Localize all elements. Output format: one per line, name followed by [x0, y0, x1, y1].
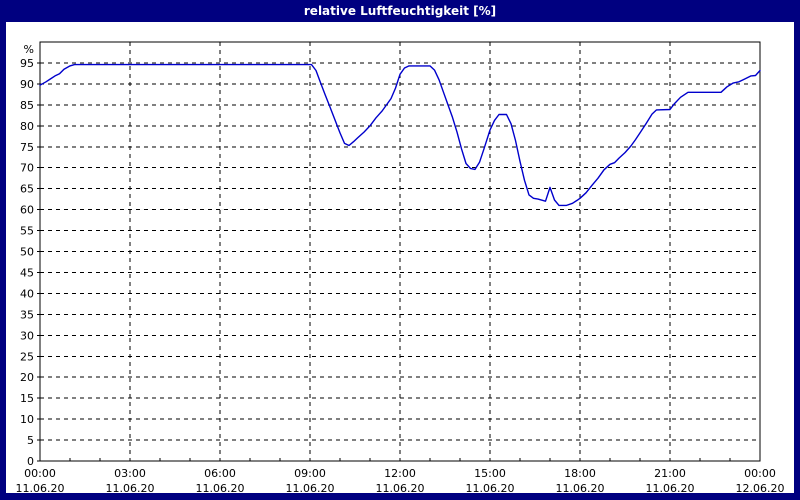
humidity-line [39, 63, 761, 207]
y-tick-label: 50 [20, 246, 34, 259]
y-axis-unit-label: % [24, 43, 34, 56]
axis-ticks [37, 62, 731, 462]
x-tick-date-label: 11.06.20 [376, 482, 425, 493]
y-tick-label: 95 [20, 57, 34, 70]
x-tick-time-label: 00:00 [744, 467, 776, 480]
y-tick-label: 15 [20, 392, 34, 405]
y-tick-label: 30 [20, 329, 34, 342]
x-tick-date-label: 11.06.20 [106, 482, 155, 493]
chart-panel: 0 5 10 15 20 25 30 35 40 45 50 55 60 65 70 75 80 85 90 95% 0… [6, 22, 794, 493]
x-tick-time-label: 00:00 [24, 467, 56, 480]
x-tick-time-label: 15:00 [474, 467, 506, 480]
x-tick-date-label: 11.06.20 [646, 482, 695, 493]
x-tick-date-label: 11.06.20 [16, 482, 65, 493]
y-tick-label: 40 [20, 287, 34, 300]
y-tick-label: 80 [20, 120, 34, 133]
y-tick-label: 45 [20, 266, 34, 279]
humidity-chart: 05101520253035404550556065707580859095%0… [16, 41, 785, 493]
y-tick-label: 0 [27, 455, 34, 468]
x-tick-time-label: 03:00 [114, 467, 146, 480]
y-tick-label: 70 [20, 162, 34, 175]
gridlines [40, 42, 760, 461]
y-tick-label: 20 [20, 371, 34, 384]
y-tick-label: 85 [20, 99, 34, 112]
x-tick-time-label: 18:00 [564, 467, 596, 480]
y-tick-label: 75 [20, 141, 34, 154]
x-tick-time-label: 21:00 [654, 467, 686, 480]
window-title: relative Luftfeuchtigkeit [%] [303, 4, 497, 18]
y-tick-label: 25 [20, 350, 34, 363]
x-tick-date-label: 11.06.20 [466, 482, 515, 493]
y-axis-labels: 0 5 10 15 20 25 30 35 40 45 50 55 60 65 70 75 80 85 90 95% [20, 43, 34, 468]
x-tick-time-label: 09:00 [294, 467, 326, 480]
x-axis-labels: 00:00 11.06.20 03:00 11.06.20 06:00 11.06.20 0… [16, 467, 785, 493]
x-tick-time-label: 06:00 [204, 467, 236, 480]
y-tick-label: 5 [27, 434, 34, 447]
x-tick-time-label: 12:00 [384, 467, 416, 480]
y-tick-label: 65 [20, 183, 34, 196]
x-tick-date-label: 11.06.20 [286, 482, 335, 493]
title-bar: relative Luftfeuchtigkeit [%] [0, 0, 800, 22]
y-tick-label: 10 [20, 413, 34, 426]
y-tick-label: 35 [20, 308, 34, 321]
x-tick-date-label: 11.06.20 [556, 482, 605, 493]
y-tick-label: 60 [20, 204, 34, 217]
y-tick-label: 55 [20, 225, 34, 238]
y-tick-label: 90 [20, 78, 34, 91]
x-tick-date-label: 12.06.20 [736, 482, 785, 493]
x-tick-date-label: 11.06.20 [196, 482, 245, 493]
